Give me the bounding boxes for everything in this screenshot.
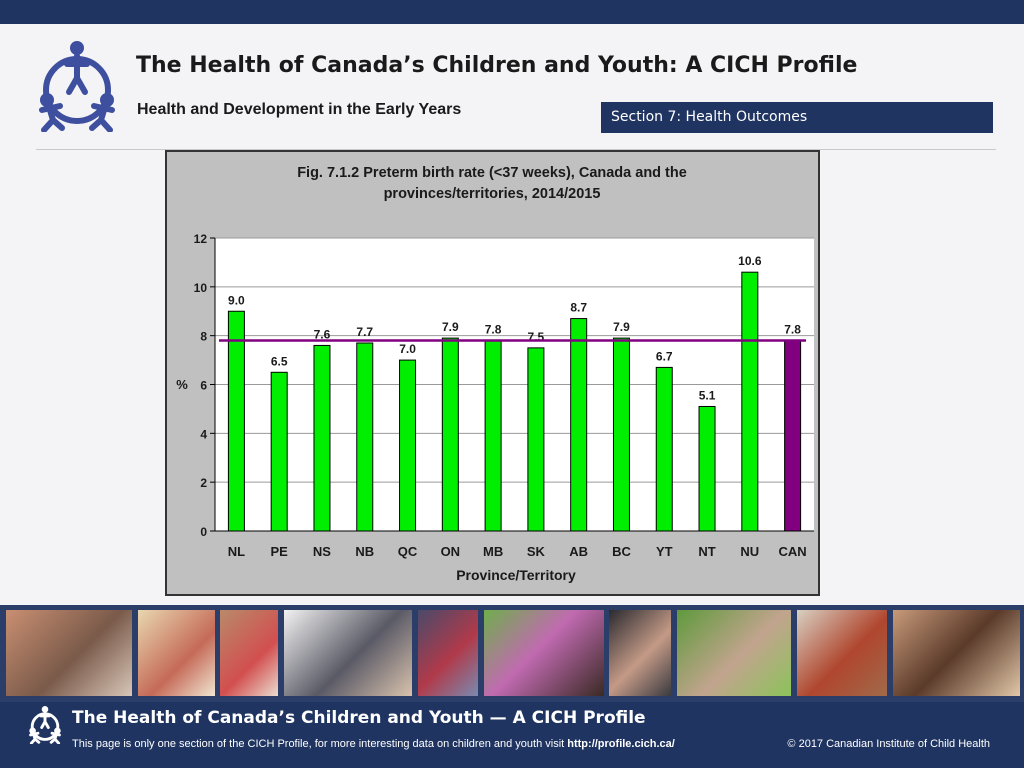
chart-title-line-2: provinces/territories, 2014/2015 — [384, 186, 601, 202]
bar-sk — [527, 347, 545, 532]
x-tick-label-can: CAN — [779, 544, 807, 559]
value-label-pe: 6.5 — [271, 354, 288, 368]
x-tick-label-yt: YT — [656, 544, 673, 559]
y-axis-label: % — [176, 377, 188, 392]
value-label-nu: 10.6 — [738, 254, 762, 268]
page-title: The Health of Canada’s Children and Yout… — [136, 53, 858, 78]
y-tick-label: 8 — [200, 330, 207, 344]
photo-doctor-with-family — [284, 610, 412, 696]
value-label-qc: 7.0 — [399, 342, 416, 356]
x-tick-label-qc: QC — [398, 544, 418, 559]
x-tick-label-nt: NT — [698, 544, 715, 559]
top-bar — [0, 0, 1024, 24]
photo-group-of-children — [893, 610, 1020, 696]
x-tick-label-on: ON — [441, 544, 461, 559]
footer-profile-link[interactable]: http://profile.cich.ca/ — [567, 738, 675, 750]
bar-ab — [570, 318, 588, 532]
bar-mb — [484, 340, 502, 532]
bar-nt — [698, 405, 716, 532]
section-badge: Section 7: Health Outcomes — [601, 102, 993, 133]
photo-mother-and-baby — [484, 610, 604, 696]
chart-title-line-1: Fig. 7.1.2 Preterm birth rate (<37 weeks… — [297, 165, 687, 181]
x-tick-label-sk: SK — [527, 544, 546, 559]
footer: The Health of Canada’s Children and Yout… — [0, 702, 1024, 768]
value-label-ns: 7.6 — [314, 327, 331, 341]
bar-pe — [270, 371, 288, 532]
photo-strip — [0, 605, 1024, 702]
x-tick-label-pe: PE — [271, 544, 289, 559]
y-tick-label: 12 — [194, 232, 208, 246]
x-axis-label: Province/Territory — [456, 567, 576, 583]
cich-footer-logo-icon — [29, 706, 61, 744]
bar-nu — [741, 271, 759, 532]
photo-child-with-phone — [797, 610, 887, 696]
footer-note: This page is only one section of the CIC… — [72, 738, 675, 750]
value-label-nt: 5.1 — [699, 388, 716, 402]
bar-qc — [399, 359, 417, 532]
value-label-on: 7.9 — [442, 320, 459, 334]
photo-child-playing — [418, 610, 478, 696]
value-label-nb: 7.7 — [356, 325, 373, 339]
value-label-yt: 6.7 — [656, 349, 673, 363]
y-tick-label: 0 — [200, 525, 207, 539]
header-divider — [36, 149, 996, 150]
x-tick-label-nl: NL — [228, 544, 245, 559]
value-label-can: 7.8 — [784, 323, 801, 337]
footer-title: The Health of Canada’s Children and Yout… — [72, 708, 646, 728]
x-tick-label-nb: NB — [355, 544, 374, 559]
page-subtitle: Health and Development in the Early Year… — [137, 101, 462, 118]
photo-toddlers — [220, 610, 278, 696]
y-tick-label: 10 — [194, 281, 208, 295]
x-tick-label-bc: BC — [612, 544, 631, 559]
value-label-nl: 9.0 — [228, 293, 245, 307]
cich-logo-icon — [39, 41, 115, 132]
x-tick-label-ab: AB — [569, 544, 588, 559]
value-label-mb: 7.8 — [485, 323, 502, 337]
value-label-ab: 8.7 — [570, 301, 587, 315]
photo-newborn — [609, 610, 671, 696]
x-tick-label-nu: NU — [740, 544, 759, 559]
y-tick-label: 6 — [200, 379, 207, 393]
y-tick-label: 2 — [200, 476, 207, 490]
bar-bc — [612, 337, 630, 532]
bar-nb — [356, 342, 374, 532]
bar-on — [441, 337, 459, 532]
photo-father-and-child — [6, 610, 132, 696]
bar-yt — [655, 366, 673, 532]
footer-note-text: This page is only one section of the CIC… — [72, 738, 565, 750]
y-tick-label: 4 — [200, 427, 207, 441]
x-tick-label-ns: NS — [313, 544, 331, 559]
bar-can — [784, 340, 802, 532]
value-label-bc: 7.9 — [613, 320, 630, 334]
photo-girl-at-desk — [138, 610, 215, 696]
footer-copyright: © 2017 Canadian Institute of Child Healt… — [787, 738, 990, 750]
x-tick-label-mb: MB — [483, 544, 503, 559]
photo-child-with-magnifier — [677, 610, 791, 696]
bar-nl — [227, 310, 245, 532]
preterm-birth-rate-chart: Fig. 7.1.2 Preterm birth rate (<37 weeks… — [176, 165, 814, 583]
bar-ns — [313, 344, 331, 532]
